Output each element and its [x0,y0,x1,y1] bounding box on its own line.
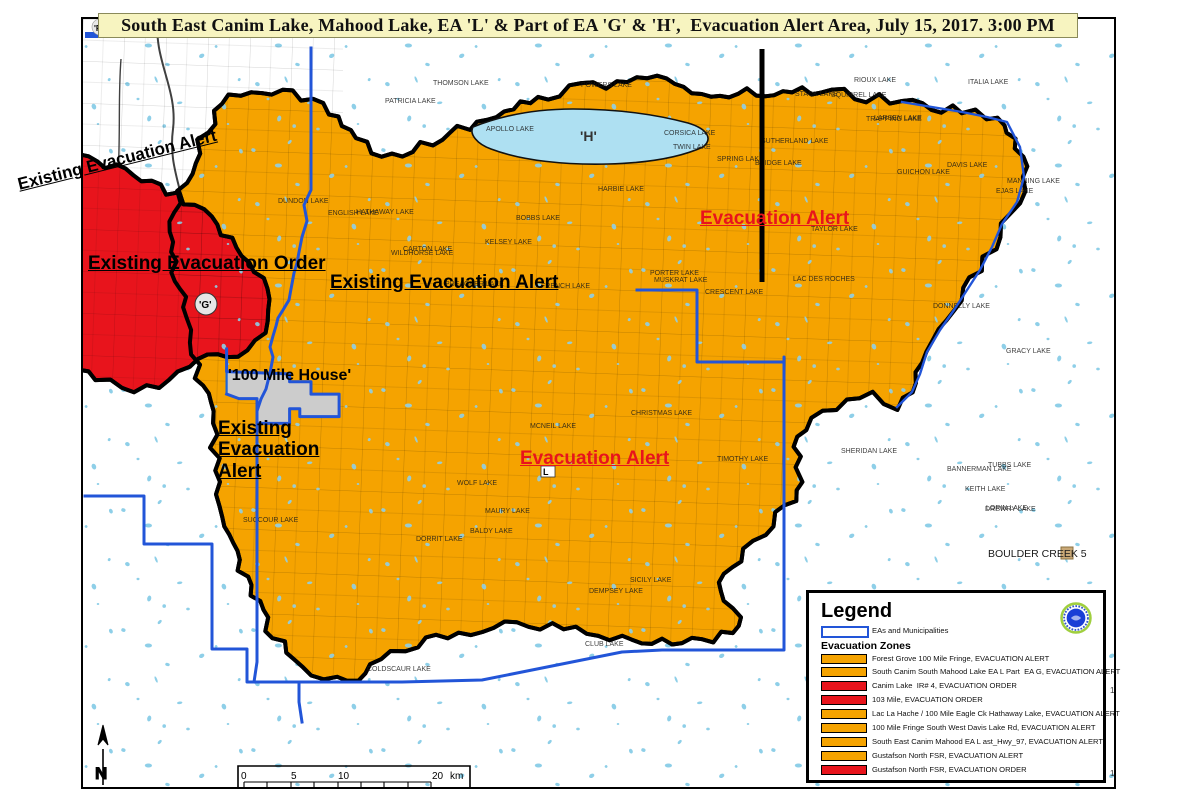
svg-text:BALDY LAKE: BALDY LAKE [470,528,513,535]
svg-text:PATRICIA LAKE: PATRICIA LAKE [385,98,436,105]
svg-text:CHRISTMAS LAKE: CHRISTMAS LAKE [631,410,692,417]
svg-text:CORSICA LAKE: CORSICA LAKE [664,130,716,137]
svg-text:MANNING LAKE: MANNING LAKE [1007,178,1060,185]
svg-text:20: 20 [432,771,444,782]
svg-text:5: 5 [291,771,297,782]
svg-text:MAURY LAKE: MAURY LAKE [485,508,530,515]
svg-text:SUTHERLAND LAKE: SUTHERLAND LAKE [761,138,829,145]
svg-text:POWERS LAKE: POWERS LAKE [581,82,632,89]
svg-text:GRACY LAKE: GRACY LAKE [1006,348,1051,355]
svg-text:BOULDER CREEK 5: BOULDER CREEK 5 [988,548,1087,560]
svg-text:PORTER LAKE: PORTER LAKE [650,270,699,277]
svg-text:SUCCOUR LAKE: SUCCOUR LAKE [243,517,299,524]
svg-text:1: 1 [1110,686,1115,695]
svg-text:WILDHORSE LAKE: WILDHORSE LAKE [391,250,454,257]
svg-text:N: N [95,764,107,783]
svg-text:CLUB LAKE: CLUB LAKE [585,641,624,648]
svg-text:KELSEY LAKE: KELSEY LAKE [485,239,532,246]
svg-text:SQUIRREL LAKE: SQUIRREL LAKE [831,92,887,99]
svg-text:SICILY LAKE: SICILY LAKE [630,577,672,584]
svg-text:CRESCENT LAKE: CRESCENT LAKE [705,289,764,296]
svg-text:LORIN LAKE: LORIN LAKE [986,505,1028,512]
svg-text:0: 0 [241,771,247,782]
svg-text:TIMOTHY LAKE: TIMOTHY LAKE [717,456,769,463]
svg-text:RIOUX LAKE: RIOUX LAKE [854,77,896,84]
svg-text:'H': 'H' [580,128,597,144]
svg-text:km: km [450,771,463,782]
svg-text:DAVIS LAKE: DAVIS LAKE [947,162,988,169]
svg-text:DEMPSEY LAKE: DEMPSEY LAKE [589,588,643,595]
svg-text:COLDSCAUR LAKE: COLDSCAUR LAKE [367,666,431,673]
svg-text:DONNELLY LAKE: DONNELLY LAKE [933,303,990,310]
svg-text:WOLF LAKE: WOLF LAKE [457,480,497,487]
svg-text:SHERIDAN LAKE: SHERIDAN LAKE [841,448,897,455]
svg-text:EJAS LAKE: EJAS LAKE [996,188,1034,195]
svg-text:APOLLO LAKE: APOLLO LAKE [486,126,534,133]
svg-text:TRAPPING LAKE: TRAPPING LAKE [866,116,922,123]
svg-text:KEITH LAKE: KEITH LAKE [965,486,1006,493]
svg-text:MCNEIL LAKE: MCNEIL LAKE [530,423,576,430]
svg-text:'G': 'G' [199,300,212,311]
svg-text:1: 1 [1110,769,1115,778]
svg-text:GUICHON LAKE: GUICHON LAKE [897,169,950,176]
svg-text:HARBIE LAKE: HARBIE LAKE [598,186,644,193]
svg-text:DORRIT LAKE: DORRIT LAKE [416,536,463,543]
svg-text:MUSKRAT LAKE: MUSKRAT LAKE [654,277,708,284]
svg-text:TWIN LAKE: TWIN LAKE [673,144,711,151]
svg-text:BANNERMAN LAKE: BANNERMAN LAKE [947,466,1012,473]
svg-text:ITALIA LAKE: ITALIA LAKE [968,79,1009,86]
svg-text:BOBBS LAKE: BOBBS LAKE [516,215,560,222]
svg-text:ENGLISH LAKE: ENGLISH LAKE [328,210,379,217]
svg-text:LAC DES ROCHES: LAC DES ROCHES [793,276,855,283]
svg-text:THOMSON LAKE: THOMSON LAKE [433,80,489,87]
svg-text:10: 10 [338,771,350,782]
